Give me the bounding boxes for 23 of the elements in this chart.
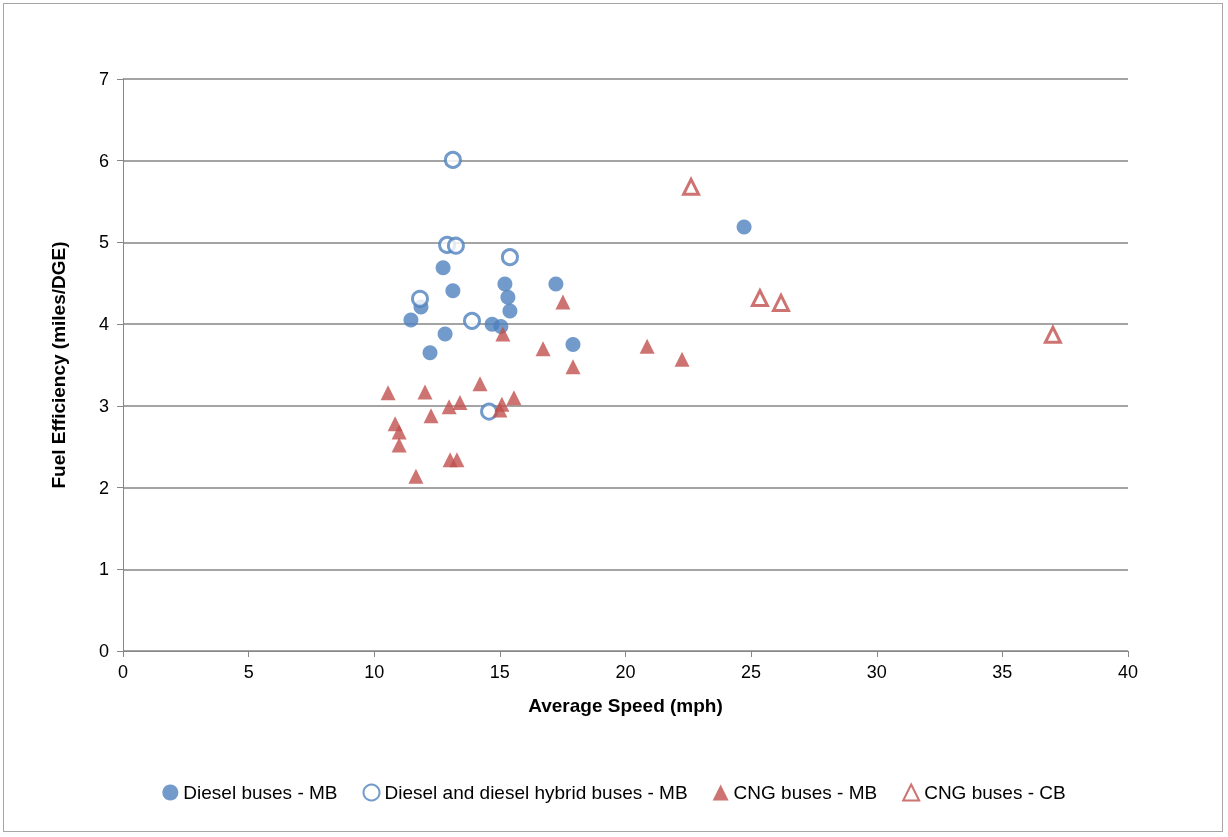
x-tick-label: 0	[117, 662, 129, 682]
x-tick-label: 10	[364, 662, 385, 682]
x-tick-label: 40	[1117, 662, 1139, 682]
legend-label: CNG buses - MB	[733, 782, 878, 803]
x-tick-label: 30	[866, 662, 887, 682]
x-tick-label: 35	[992, 662, 1013, 682]
y-tick-label: 2	[98, 477, 109, 498]
y-tick-label: 4	[98, 314, 109, 335]
y-tick-label: 3	[98, 395, 109, 416]
x-tick-label: 20	[615, 662, 636, 682]
legend-label: Diesel buses - MB	[183, 782, 338, 803]
y-tick-label: 1	[98, 559, 109, 580]
x-tick-label: 15	[489, 662, 510, 682]
y-tick-label: 7	[98, 69, 109, 89]
x-tick-label: 25	[741, 662, 762, 682]
x-tick-label: 5	[243, 662, 254, 682]
y-tick-label: 5	[98, 232, 109, 253]
legend-label: Diesel and diesel hybrid buses - MB	[384, 782, 688, 803]
y-tick-label: 6	[98, 150, 109, 171]
legend-label: CNG buses - CB	[924, 782, 1066, 803]
y-tick-label: 0	[98, 641, 109, 661]
y-axis-title: Fuel Efficiency (miles/DGE)	[48, 241, 69, 489]
x-axis-title: Average Speed (mph)	[528, 695, 723, 716]
